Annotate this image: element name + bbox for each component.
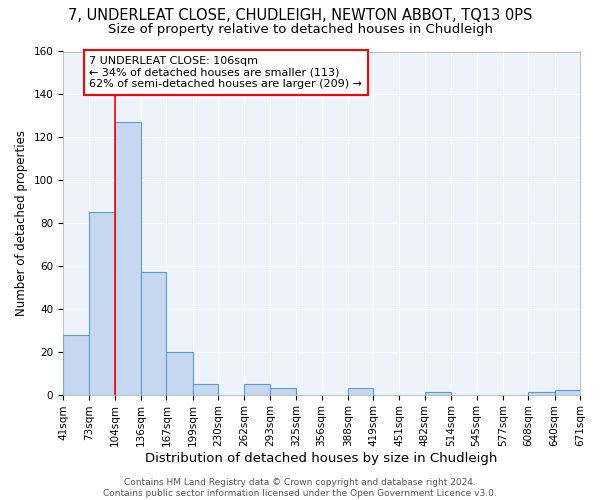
Bar bbox=[529, 392, 554, 394]
Bar bbox=[115, 122, 141, 394]
Bar bbox=[89, 212, 115, 394]
Bar bbox=[166, 352, 193, 395]
Bar bbox=[244, 384, 270, 394]
Bar bbox=[270, 388, 296, 394]
Bar bbox=[141, 272, 166, 394]
X-axis label: Distribution of detached houses by size in Chudleigh: Distribution of detached houses by size … bbox=[145, 452, 498, 465]
Bar bbox=[425, 392, 451, 394]
Bar bbox=[554, 390, 580, 394]
Text: 7 UNDERLEAT CLOSE: 106sqm
← 34% of detached houses are smaller (113)
62% of semi: 7 UNDERLEAT CLOSE: 106sqm ← 34% of detac… bbox=[89, 56, 362, 89]
Text: Size of property relative to detached houses in Chudleigh: Size of property relative to detached ho… bbox=[107, 22, 493, 36]
Text: 7, UNDERLEAT CLOSE, CHUDLEIGH, NEWTON ABBOT, TQ13 0PS: 7, UNDERLEAT CLOSE, CHUDLEIGH, NEWTON AB… bbox=[68, 8, 532, 22]
Bar bbox=[193, 384, 218, 394]
Bar bbox=[63, 334, 89, 394]
Text: Contains HM Land Registry data © Crown copyright and database right 2024.
Contai: Contains HM Land Registry data © Crown c… bbox=[103, 478, 497, 498]
Y-axis label: Number of detached properties: Number of detached properties bbox=[15, 130, 28, 316]
Bar bbox=[348, 388, 373, 394]
